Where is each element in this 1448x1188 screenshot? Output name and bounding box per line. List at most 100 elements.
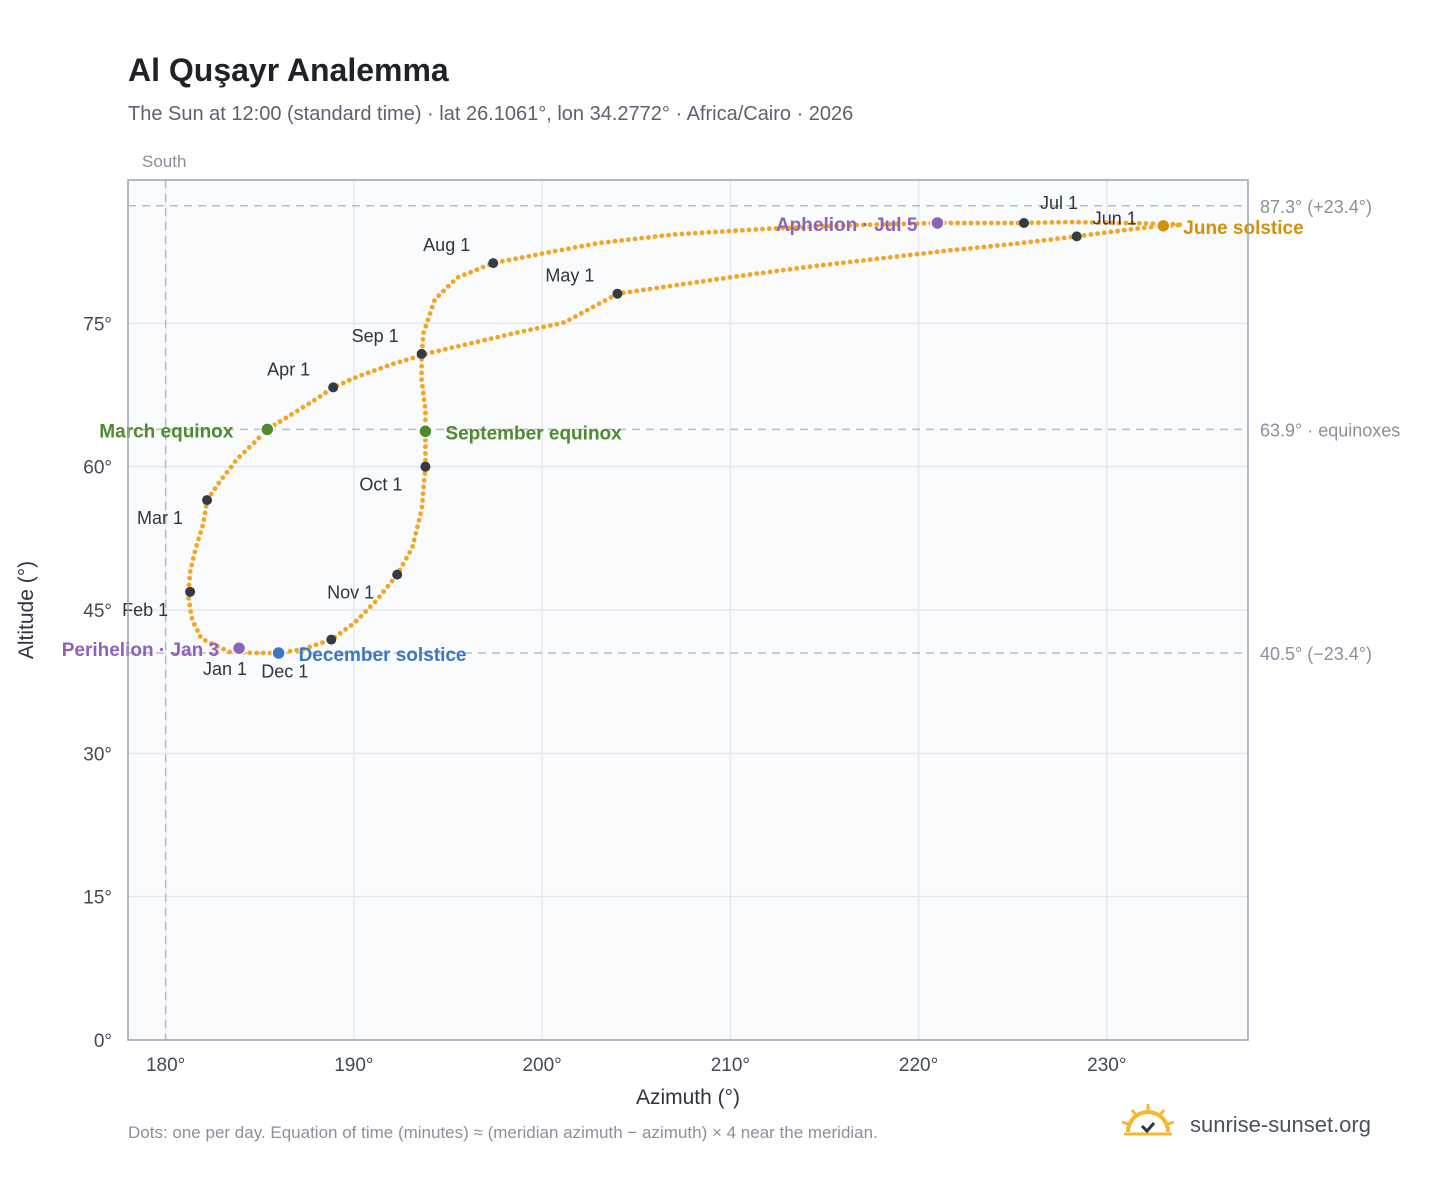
daily-dot bbox=[1008, 241, 1014, 247]
daily-dot bbox=[908, 221, 913, 227]
daily-dot bbox=[508, 331, 514, 337]
daily-dot bbox=[421, 330, 426, 335]
month-marker bbox=[488, 258, 499, 269]
daily-dot bbox=[186, 595, 192, 601]
daily-dot bbox=[533, 252, 538, 258]
daily-dot bbox=[450, 279, 456, 284]
daily-dot bbox=[988, 243, 993, 249]
daily-dot bbox=[209, 641, 214, 646]
daily-dot bbox=[686, 231, 691, 237]
daily-dot bbox=[294, 647, 300, 653]
daily-dot bbox=[552, 248, 558, 254]
month-marker-label: Jul 1 bbox=[1040, 193, 1078, 213]
daily-dot bbox=[753, 227, 759, 232]
daily-dot bbox=[596, 301, 602, 307]
daily-dot bbox=[190, 556, 196, 561]
event-label: Aphelion · Jul 5 bbox=[776, 215, 918, 236]
month-marker-label: Jun 1 bbox=[1093, 208, 1137, 228]
brand-logo[interactable]: sunrise-sunset.org bbox=[1120, 1102, 1390, 1146]
daily-dot bbox=[554, 321, 560, 327]
daily-dot bbox=[1150, 221, 1156, 227]
daily-dot bbox=[422, 403, 428, 409]
daily-dot bbox=[559, 247, 565, 253]
daily-dot bbox=[187, 575, 193, 581]
daily-dot bbox=[423, 457, 428, 463]
daily-dot bbox=[854, 222, 860, 228]
daily-dot bbox=[674, 282, 680, 288]
month-marker bbox=[326, 634, 337, 645]
daily-dot bbox=[312, 397, 317, 403]
daily-dot bbox=[760, 226, 765, 232]
reference-lines: 87.3° (+23.4°) 63.9° · equinoxes 40.5° (−2… bbox=[128, 197, 1400, 664]
month-marker bbox=[392, 569, 403, 580]
daily-dot bbox=[641, 287, 646, 293]
daily-dot bbox=[449, 345, 455, 351]
meridian-label: South bbox=[142, 152, 186, 171]
daily-dot bbox=[188, 609, 194, 614]
event-label: December solstice bbox=[299, 645, 467, 666]
daily-dot bbox=[740, 227, 745, 233]
daily-dot bbox=[418, 511, 423, 517]
daily-dot bbox=[592, 241, 598, 247]
daily-dot bbox=[968, 245, 973, 251]
daily-dot bbox=[1015, 241, 1020, 246]
daily-dot bbox=[699, 230, 705, 236]
daily-dot bbox=[389, 578, 395, 584]
month-marker-label: Nov 1 bbox=[327, 583, 374, 603]
daily-dot bbox=[445, 283, 451, 289]
daily-dot bbox=[260, 650, 266, 656]
daily-dot bbox=[914, 251, 920, 257]
daily-dot bbox=[619, 238, 625, 243]
daily-dot bbox=[1103, 220, 1109, 226]
daily-dot bbox=[612, 238, 618, 244]
x-tick-label: 180° bbox=[146, 1055, 185, 1076]
daily-dot bbox=[202, 638, 208, 643]
daily-dot bbox=[707, 277, 713, 283]
daily-dot bbox=[381, 589, 386, 594]
daily-dot bbox=[283, 415, 289, 421]
daily-dot bbox=[659, 233, 665, 239]
daily-dot bbox=[425, 317, 431, 323]
daily-dot bbox=[432, 298, 437, 304]
daily-dot bbox=[403, 357, 409, 363]
daily-dot bbox=[841, 260, 846, 266]
daily-dot bbox=[358, 613, 364, 619]
daily-dot bbox=[436, 348, 442, 354]
daily-dot bbox=[968, 220, 974, 226]
daily-dot bbox=[1076, 219, 1082, 225]
daily-dot bbox=[423, 437, 428, 443]
daily-dot bbox=[647, 286, 653, 292]
daily-dot bbox=[410, 544, 415, 549]
daily-dot bbox=[1081, 233, 1087, 238]
daily-dot bbox=[287, 648, 293, 654]
daily-dot bbox=[572, 245, 578, 250]
y-tick-label: 45° bbox=[83, 601, 112, 622]
daily-dot bbox=[372, 599, 378, 605]
daily-dot bbox=[1001, 242, 1007, 248]
daily-dot bbox=[794, 266, 800, 271]
y-tick-label: 60° bbox=[83, 458, 112, 479]
month-marker bbox=[328, 382, 339, 393]
daily-dot bbox=[404, 555, 409, 561]
daily-dot bbox=[482, 337, 487, 343]
daily-dot bbox=[874, 256, 880, 262]
daily-dot bbox=[242, 449, 247, 455]
event-marker bbox=[271, 645, 286, 661]
month-marker bbox=[420, 461, 431, 472]
daily-dot bbox=[713, 229, 718, 235]
y-tick-label: 30° bbox=[83, 744, 112, 765]
daily-dot bbox=[813, 224, 819, 230]
daily-dot bbox=[462, 342, 468, 348]
daily-dot bbox=[421, 484, 426, 490]
daily-dot bbox=[469, 340, 474, 346]
daily-dot bbox=[1055, 236, 1060, 242]
daily-dot bbox=[672, 232, 678, 237]
daily-dot bbox=[700, 278, 706, 284]
daily-dot bbox=[1009, 220, 1014, 226]
daily-dot bbox=[546, 250, 551, 255]
daily-dot bbox=[1002, 220, 1008, 226]
daily-dot bbox=[526, 253, 532, 259]
daily-dot bbox=[787, 225, 792, 231]
daily-dot bbox=[814, 263, 820, 269]
daily-dot bbox=[1042, 220, 1048, 226]
